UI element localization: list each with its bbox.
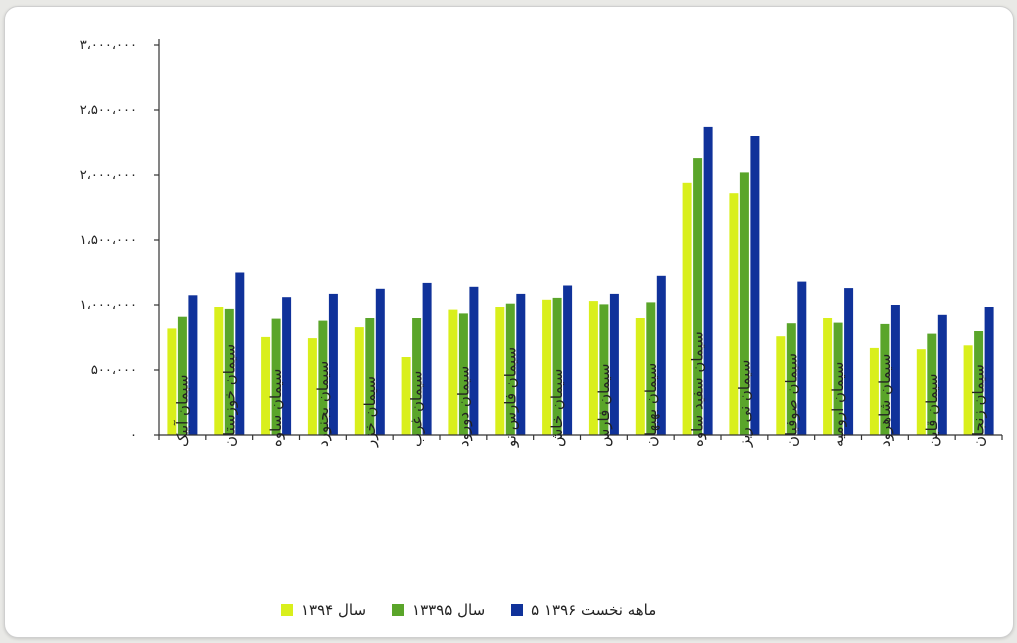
bar-s1-c13 (786, 323, 796, 435)
bar-s2-c14 (844, 288, 854, 435)
legend-swatch-13395 (392, 604, 405, 616)
bar-s0-c11 (682, 182, 692, 435)
category-label-1: سیمان خوزستان (220, 344, 238, 447)
y-tick-label-3: ۱،۵۰۰،۰۰۰ (80, 233, 137, 248)
bar-s1-c2 (271, 318, 281, 435)
category-label-4: سیمان خزر (361, 376, 379, 448)
bar-s2-c10 (656, 275, 666, 436)
chart-card: ۰ ۵۰۰،۰۰۰ ۱،۰۰۰،۰۰۰ ۱،۵۰۰،۰۰۰ ۲،۰۰۰،۰۰۰ ۲،۵۰۰… (4, 6, 1014, 638)
bar-s1-c12 (739, 172, 749, 435)
category-label-8: سیمان خاش (548, 369, 566, 447)
y-tick-label-1: ۵۰۰،۰۰۰ (91, 363, 137, 378)
bar-s1-c7 (505, 303, 515, 435)
legend-item-1396: ۵ ماهه نخست ۱۳۹۶ (511, 601, 656, 619)
bar-s0-c1 (214, 307, 224, 435)
bar-s2-c9 (609, 293, 619, 435)
bar-s2-c4 (375, 288, 385, 436)
bar-s2-c7 (516, 293, 526, 435)
bar-s0-c15 (869, 347, 879, 435)
bar-s1-c3 (318, 320, 328, 435)
bar-s1-c0 (177, 316, 187, 435)
bar-s1-c17 (974, 331, 984, 435)
bar-s2-c15 (890, 305, 900, 435)
bar-s0-c17 (963, 345, 973, 435)
legend-item-1394: سال ۱۳۹۴ (281, 601, 366, 619)
category-label-10: سیمان بهبهان (642, 363, 660, 447)
legend-swatch-1396 (511, 604, 524, 616)
category-label-17: سیمان زنجان (970, 364, 988, 447)
bar-chart: ۰ ۵۰۰،۰۰۰ ۱،۰۰۰،۰۰۰ ۱،۵۰۰،۰۰۰ ۲،۰۰۰،۰۰۰ ۲،۵۰۰… (80, 38, 1003, 448)
bar-s2-c17 (984, 307, 994, 435)
y-tick-label-5: ۲،۵۰۰،۰۰۰ (80, 103, 137, 118)
bar-s2-c12 (750, 136, 760, 435)
bar-s0-c9 (588, 301, 598, 435)
category-label-3: سیمان بجنورد (314, 361, 332, 447)
bar-s1-c8 (552, 297, 562, 435)
category-label-5: سیمان غرب (408, 371, 426, 447)
category-label-16: سیمان قاین (923, 374, 941, 447)
bar-s0-c8 (542, 299, 552, 435)
category-label-14: سیمان ارومیه (829, 362, 847, 447)
bar-s0-c3 (307, 338, 317, 435)
category-label-12: سیمان نی ریز (735, 360, 753, 448)
bar-s1-c4 (365, 318, 375, 435)
category-label-2: سیمان ساوه (267, 369, 285, 447)
category-label-15: سیمان شاهرود (876, 354, 894, 447)
bar-s1-c9 (599, 304, 609, 435)
bar-s2-c6 (469, 286, 479, 435)
bar-s1-c5 (412, 318, 422, 435)
legend-swatch-1394 (281, 604, 293, 616)
y-tick-label-2: ۱،۰۰۰،۰۰۰ (80, 298, 137, 313)
bar-s1-c16 (927, 333, 937, 435)
bar-s0-c10 (635, 318, 645, 435)
bar-s2-c8 (563, 285, 573, 435)
category-label-0: سیمان آبیک (173, 375, 191, 447)
legend: سال ۱۳۹۴ سال ۱۳۳۹۵ ۵ ماهه نخست ۱۳۹۶ (281, 601, 656, 619)
category-label-11: سیمان سفید ساوه (689, 331, 707, 447)
bar-s1-c10 (646, 302, 656, 435)
bar-s0-c4 (354, 327, 364, 435)
bar-s0-c13 (776, 336, 786, 435)
bar-s2-c1 (235, 272, 245, 435)
category-label-7: سیمان فارس نو (501, 347, 519, 448)
x-category-labels: سیمان آبیک سیمان خوزستان سیمان ساوه سیمان ب… (173, 331, 987, 448)
bar-s1-c14 (833, 322, 843, 435)
bar-s0-c12 (729, 193, 739, 435)
bar-s1-c15 (880, 323, 890, 435)
y-tick-label-0: ۰ (130, 428, 137, 443)
y-tick-label-4: ۲،۰۰۰،۰۰۰ (80, 168, 137, 183)
y-tick-labels: ۰ ۵۰۰،۰۰۰ ۱،۰۰۰،۰۰۰ ۱،۵۰۰،۰۰۰ ۲،۰۰۰،۰۰۰ ۲،۵۰۰… (80, 38, 137, 443)
category-label-13: سیمان صوفیان (782, 353, 800, 447)
bars-group (167, 126, 994, 436)
bar-s2-c13 (797, 281, 807, 435)
legend-item-13395: سال ۱۳۳۹۵ (392, 601, 485, 619)
bar-s0-c5 (401, 357, 411, 435)
bar-s2-c11 (703, 126, 713, 436)
bar-s2-c5 (422, 282, 432, 435)
bar-s2-c16 (937, 314, 947, 436)
legend-label-1394: سال ۱۳۹۴ (301, 601, 367, 619)
bar-s0-c0 (167, 328, 177, 435)
category-label-9: سیمان فارس (595, 364, 613, 447)
bar-s1-c11 (693, 158, 703, 435)
bar-s0-c14 (823, 318, 833, 435)
bar-s0-c16 (916, 349, 926, 435)
bar-s2-c2 (282, 297, 292, 435)
bar-s1-c1 (224, 308, 234, 435)
category-label-6: سیمان دورود (454, 366, 472, 447)
bar-s0-c2 (261, 336, 271, 435)
legend-label-13395: سال ۱۳۳۹۵ (412, 601, 486, 619)
bar-s1-c6 (458, 313, 468, 435)
legend-label-1396: ۵ ماهه نخست ۱۳۹۶ (531, 601, 657, 619)
y-tick-label-6: ۳،۰۰۰،۰۰۰ (80, 38, 137, 53)
bar-s2-c0 (188, 295, 198, 436)
bar-s0-c7 (495, 307, 505, 435)
bar-s0-c6 (448, 309, 458, 435)
bar-s2-c3 (328, 293, 338, 435)
axes-group (154, 39, 1003, 440)
